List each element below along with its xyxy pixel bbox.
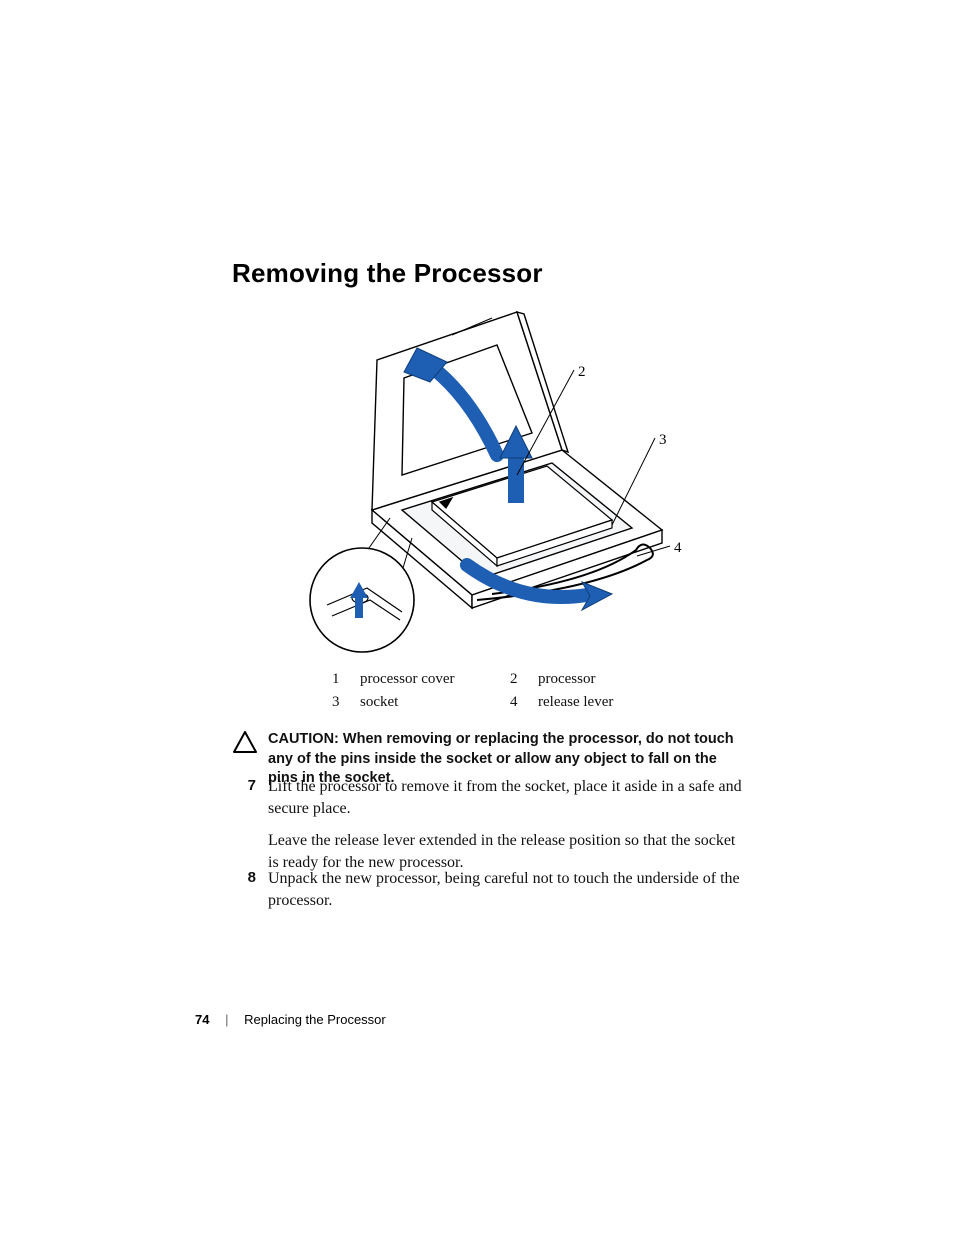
page-footer: 74 | Replacing the Processor xyxy=(195,1012,386,1027)
legend-label: socket xyxy=(360,691,510,714)
step-number: 7 xyxy=(232,776,256,797)
inset-detail xyxy=(310,548,414,652)
legend-num: 2 xyxy=(510,668,538,691)
manual-page: Removing the Processor 1 2 3 4 xyxy=(0,0,954,1235)
section-heading: Removing the Processor xyxy=(232,258,543,289)
legend-num: 1 xyxy=(332,668,360,691)
legend-label: release lever xyxy=(538,691,688,714)
footer-separator: | xyxy=(225,1012,228,1027)
figure-legend: 1 processor cover 2 processor 3 socket 4… xyxy=(332,668,688,714)
legend-label: processor cover xyxy=(360,668,510,691)
legend-row: 1 processor cover 2 processor xyxy=(332,668,688,691)
caution-label: CAUTION: xyxy=(268,731,343,747)
step-8: 8 Unpack the new processor, being carefu… xyxy=(232,868,748,922)
step-text: Lift the processor to remove it from the… xyxy=(268,776,748,820)
step-text: Unpack the new processor, being careful … xyxy=(268,868,748,912)
processor-removal-figure xyxy=(292,300,712,660)
page-number: 74 xyxy=(195,1012,209,1027)
footer-section-title: Replacing the Processor xyxy=(244,1012,386,1027)
step-number: 8 xyxy=(232,868,256,889)
legend-num: 3 xyxy=(332,691,360,714)
legend-label: processor xyxy=(538,668,688,691)
legend-row: 3 socket 4 release lever xyxy=(332,691,688,714)
caution-icon xyxy=(232,730,258,759)
legend-num: 4 xyxy=(510,691,538,714)
